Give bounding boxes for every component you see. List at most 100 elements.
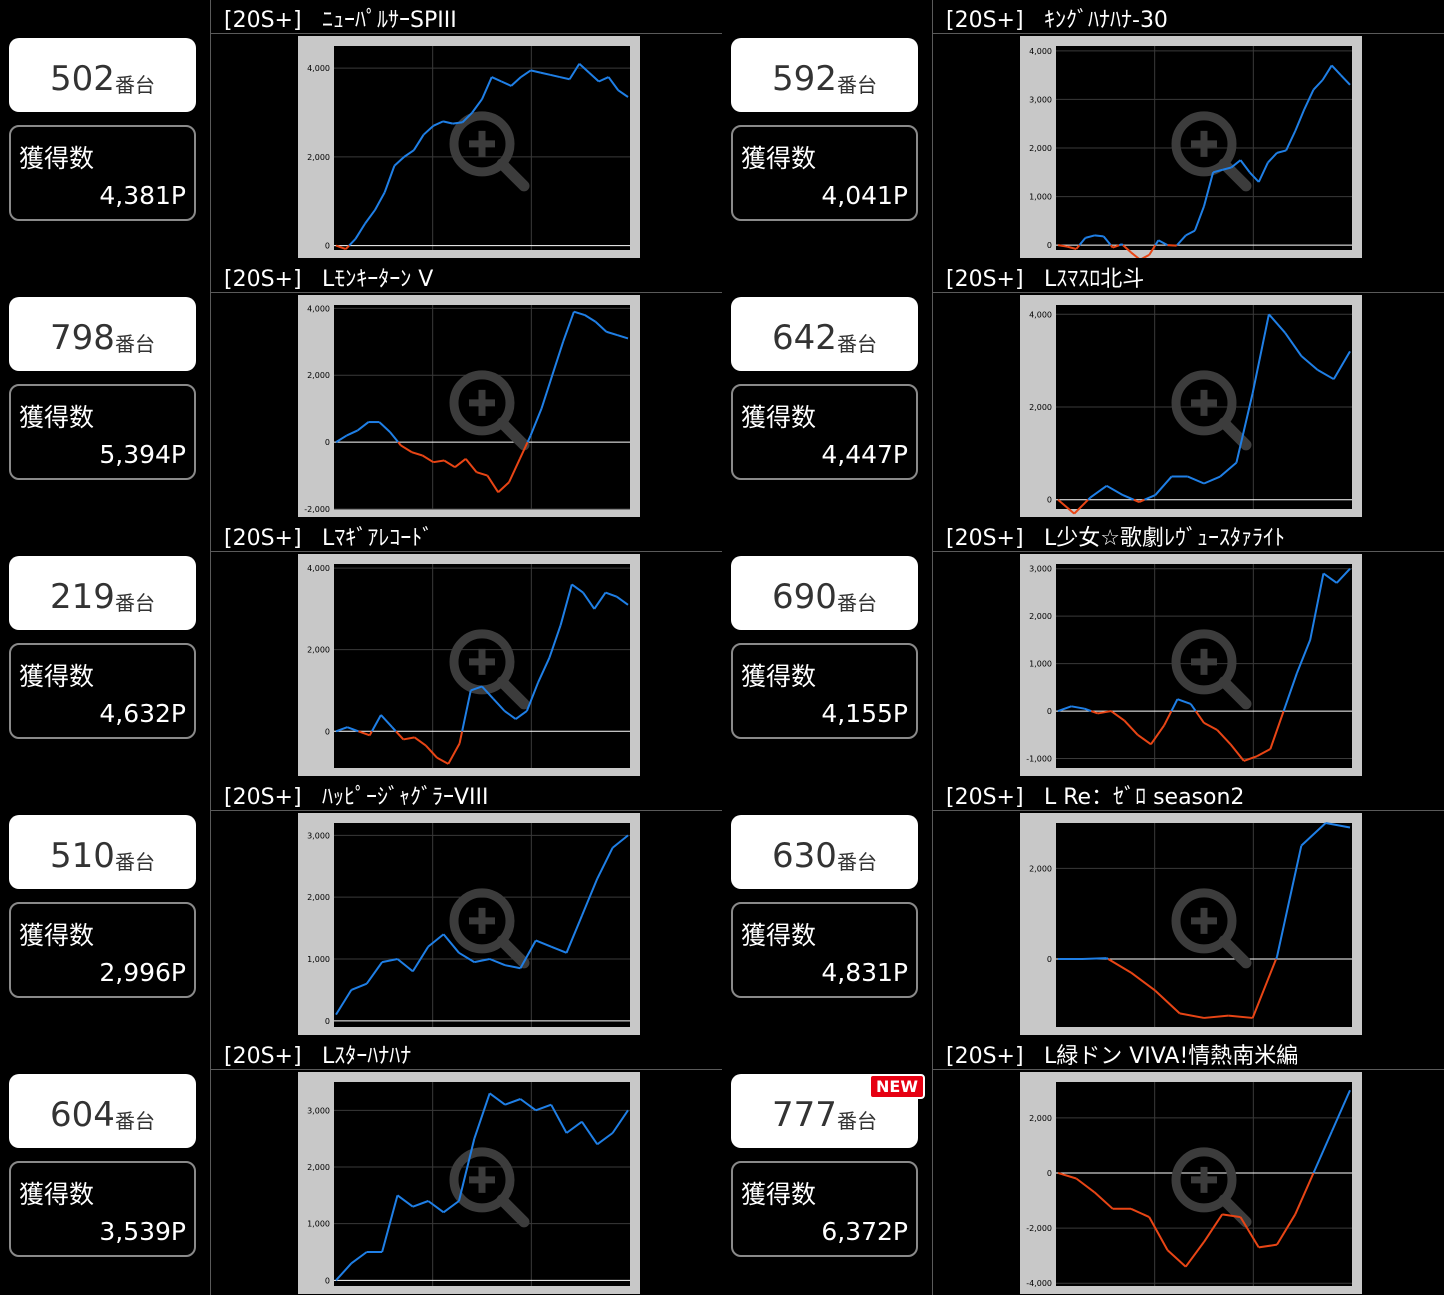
- series-segment: [588, 71, 600, 83]
- series-segment: [1150, 724, 1166, 745]
- machine-title[interactable]: [20S+] Lﾏｷﾞｱﾚｺｰﾄﾞ: [224, 520, 433, 552]
- column-divider: [210, 518, 211, 777]
- y-tick-label: 0: [325, 242, 330, 251]
- series-segment: [354, 222, 367, 240]
- series-segment: [578, 62, 590, 74]
- zoom-icon: [1171, 370, 1237, 436]
- machine-number-button[interactable]: 510 番台: [9, 815, 196, 889]
- machine-tag: [20S+]: [224, 1044, 302, 1069]
- series-segment: [393, 156, 405, 167]
- series-segment: [1179, 1012, 1205, 1019]
- series-segment: [1203, 1014, 1229, 1019]
- series-segment: [412, 1200, 429, 1208]
- series-segment: [1203, 475, 1221, 485]
- series-segment: [1130, 251, 1140, 258]
- y-tick-label: 2,000: [307, 153, 330, 162]
- machine-title[interactable]: [20S+] ﾊｯﾋﾟｰｼﾞｬｸﾞﾗｰVIII: [224, 779, 489, 811]
- gain-label: 獲得数: [741, 662, 817, 691]
- machine-number-button[interactable]: 642 番台: [731, 297, 918, 371]
- machine-title[interactable]: [20S+] Lｽﾏｽﾛ北斗: [946, 261, 1144, 293]
- machine-number: 510: [50, 836, 115, 876]
- series-segment: [1230, 159, 1242, 169]
- slump-chart[interactable]: 0 1,000 2,000 3,000: [298, 813, 640, 1035]
- zoom-icon-plus: [469, 1166, 495, 1193]
- gain-label: 獲得数: [741, 921, 817, 950]
- gain-box: 獲得数 2,996P: [9, 902, 196, 998]
- machine-name: Lｽﾀｰﾊﾅﾊﾅ: [322, 1044, 412, 1069]
- machine-number-button[interactable]: 592 番台: [731, 38, 918, 112]
- slump-chart[interactable]: 0 2,000 4,000: [1020, 295, 1362, 517]
- series-segment: [1300, 355, 1319, 371]
- series-segment: [470, 685, 483, 692]
- machine-number-button[interactable]: 502 番台: [9, 38, 196, 112]
- machine-number-button[interactable]: 219 番台: [9, 556, 196, 630]
- zoom-icon-plus: [1191, 1166, 1217, 1193]
- y-tick-label: 2,000: [307, 371, 330, 380]
- series-segment: [565, 1120, 583, 1134]
- gain-value: 3,539P: [99, 1217, 186, 1246]
- title-underline: [210, 33, 722, 34]
- series-segment: [1106, 484, 1124, 496]
- y-tick-label: 1,000: [307, 955, 330, 964]
- slump-chart[interactable]: 0 1,000 2,000 3,000 4,000: [1020, 36, 1362, 258]
- series-segment: [1073, 499, 1089, 515]
- series-segment: [442, 1200, 460, 1214]
- series-segment: [1166, 1249, 1187, 1268]
- series-segment: [535, 939, 552, 948]
- machine-title[interactable]: [20S+] L Re：ｾﾞﾛ season2: [946, 779, 1244, 811]
- series-segment: [598, 76, 609, 83]
- series-segment: [1148, 244, 1157, 256]
- series-segment: [519, 1098, 537, 1112]
- machine-number-suffix: 番台: [836, 1109, 877, 1133]
- series-segment: [1057, 1172, 1077, 1180]
- series-segment: [1257, 162, 1269, 183]
- machine-tag: [20S+]: [946, 1044, 1024, 1069]
- series-segment: [1176, 234, 1187, 246]
- series-segment: [1268, 313, 1286, 334]
- series-segment: [1184, 1241, 1205, 1268]
- series-segment: [381, 1195, 399, 1253]
- series-segment: [476, 471, 488, 477]
- series-segment: [515, 710, 528, 720]
- series-segment: [1331, 64, 1342, 76]
- machine-title[interactable]: [20S+] L緑ドン VIVA!情熱南米編: [946, 1038, 1298, 1070]
- machine-name: L Re：ｾﾞﾛ season2: [1044, 785, 1245, 810]
- series-segment: [1335, 568, 1351, 584]
- y-tick-label: 4,000: [1029, 310, 1052, 319]
- series-segment: [565, 915, 583, 954]
- machine-number-button[interactable]: 604 番台: [9, 1074, 196, 1148]
- machine-title[interactable]: [20S+] ｷﾝｸﾞﾊﾅﾊﾅ-30: [946, 2, 1168, 34]
- machine-number-suffix: 番台: [114, 591, 155, 615]
- series-segment: [616, 595, 629, 606]
- title-underline: [932, 33, 1444, 34]
- series-segment: [1235, 392, 1254, 463]
- series-segment: [471, 98, 483, 114]
- series-segment: [461, 690, 472, 732]
- slump-chart[interactable]: -2,000 0 2,000 4,000: [298, 295, 640, 517]
- series-segment: [357, 421, 370, 432]
- zoom-icon: [449, 111, 515, 177]
- series-segment: [1066, 245, 1077, 250]
- slump-chart[interactable]: -4,000 -2,000 0 2,000: [1020, 1072, 1362, 1294]
- series-segment: [537, 657, 551, 683]
- series-segment: [617, 89, 629, 98]
- slump-chart[interactable]: 0 1,000 2,000 3,000: [298, 1072, 640, 1294]
- machine-title[interactable]: [20S+] ﾆｭｰﾊﾟﾙｻｰSPIII: [224, 2, 457, 34]
- machine-number-suffix: 番台: [114, 73, 155, 97]
- machine-title[interactable]: [20S+] L少女☆歌劇ﾚｳﾞｭｰｽﾀｧﾗｲﾄ: [946, 520, 1285, 552]
- series-segment: [1269, 710, 1285, 750]
- machine-number: 777: [772, 1095, 837, 1135]
- series-segment: [1090, 710, 1099, 715]
- series-segment: [442, 933, 460, 954]
- slump-chart[interactable]: 0 2,000 4,000: [298, 554, 640, 776]
- machine-number-button[interactable]: 798 番台: [9, 297, 196, 371]
- gain-value: 4,831P: [821, 958, 908, 987]
- machine-number-button[interactable]: 690 番台: [731, 556, 918, 630]
- series-segment: [1312, 1131, 1333, 1174]
- slump-chart[interactable]: 0 2,000 4,000: [298, 36, 640, 258]
- machine-title[interactable]: [20S+] Lｽﾀｰﾊﾅﾊﾅ: [224, 1038, 411, 1070]
- slump-chart[interactable]: 0 2,000: [1020, 813, 1362, 1035]
- machine-number-button[interactable]: 630 番台: [731, 815, 918, 889]
- slump-chart[interactable]: -1,000 0 1,000 2,000 3,000: [1020, 554, 1362, 776]
- machine-title[interactable]: [20S+] Lﾓﾝｷｰﾀｰﾝ V: [224, 261, 433, 293]
